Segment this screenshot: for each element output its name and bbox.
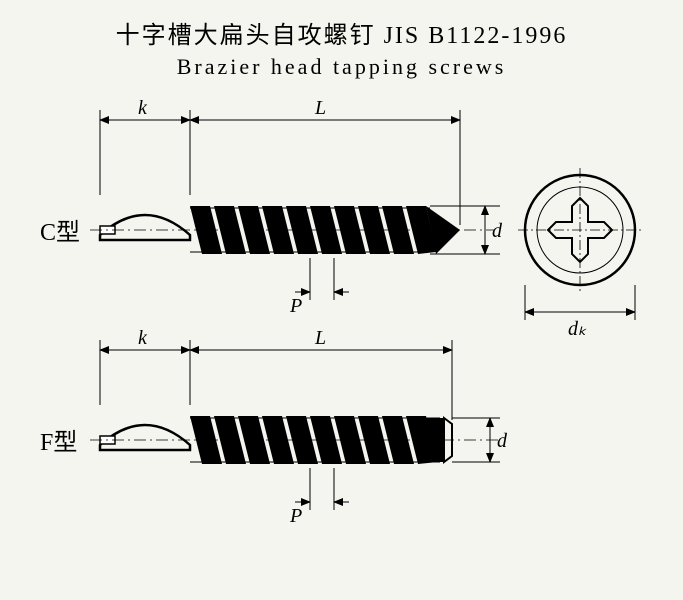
dim-P-f: P [289, 505, 302, 527]
screw-f [90, 416, 500, 464]
dim-dk: dₖ [568, 318, 587, 340]
dim-P-c: P [289, 295, 302, 317]
diagram-svg: k L d P C型 dₖ [0, 0, 683, 600]
dim-k-f: k [138, 327, 148, 349]
screw-c [90, 206, 495, 254]
type-f-label: F型 [40, 429, 77, 456]
dim-d-f: d [497, 430, 508, 452]
dim-L-c: L [314, 97, 326, 119]
head-top-view [518, 168, 642, 292]
dim-k-c: k [138, 97, 148, 119]
dim-d-c: d [492, 220, 503, 242]
dim-L-f: L [314, 327, 326, 349]
type-c-label: C型 [40, 219, 80, 246]
